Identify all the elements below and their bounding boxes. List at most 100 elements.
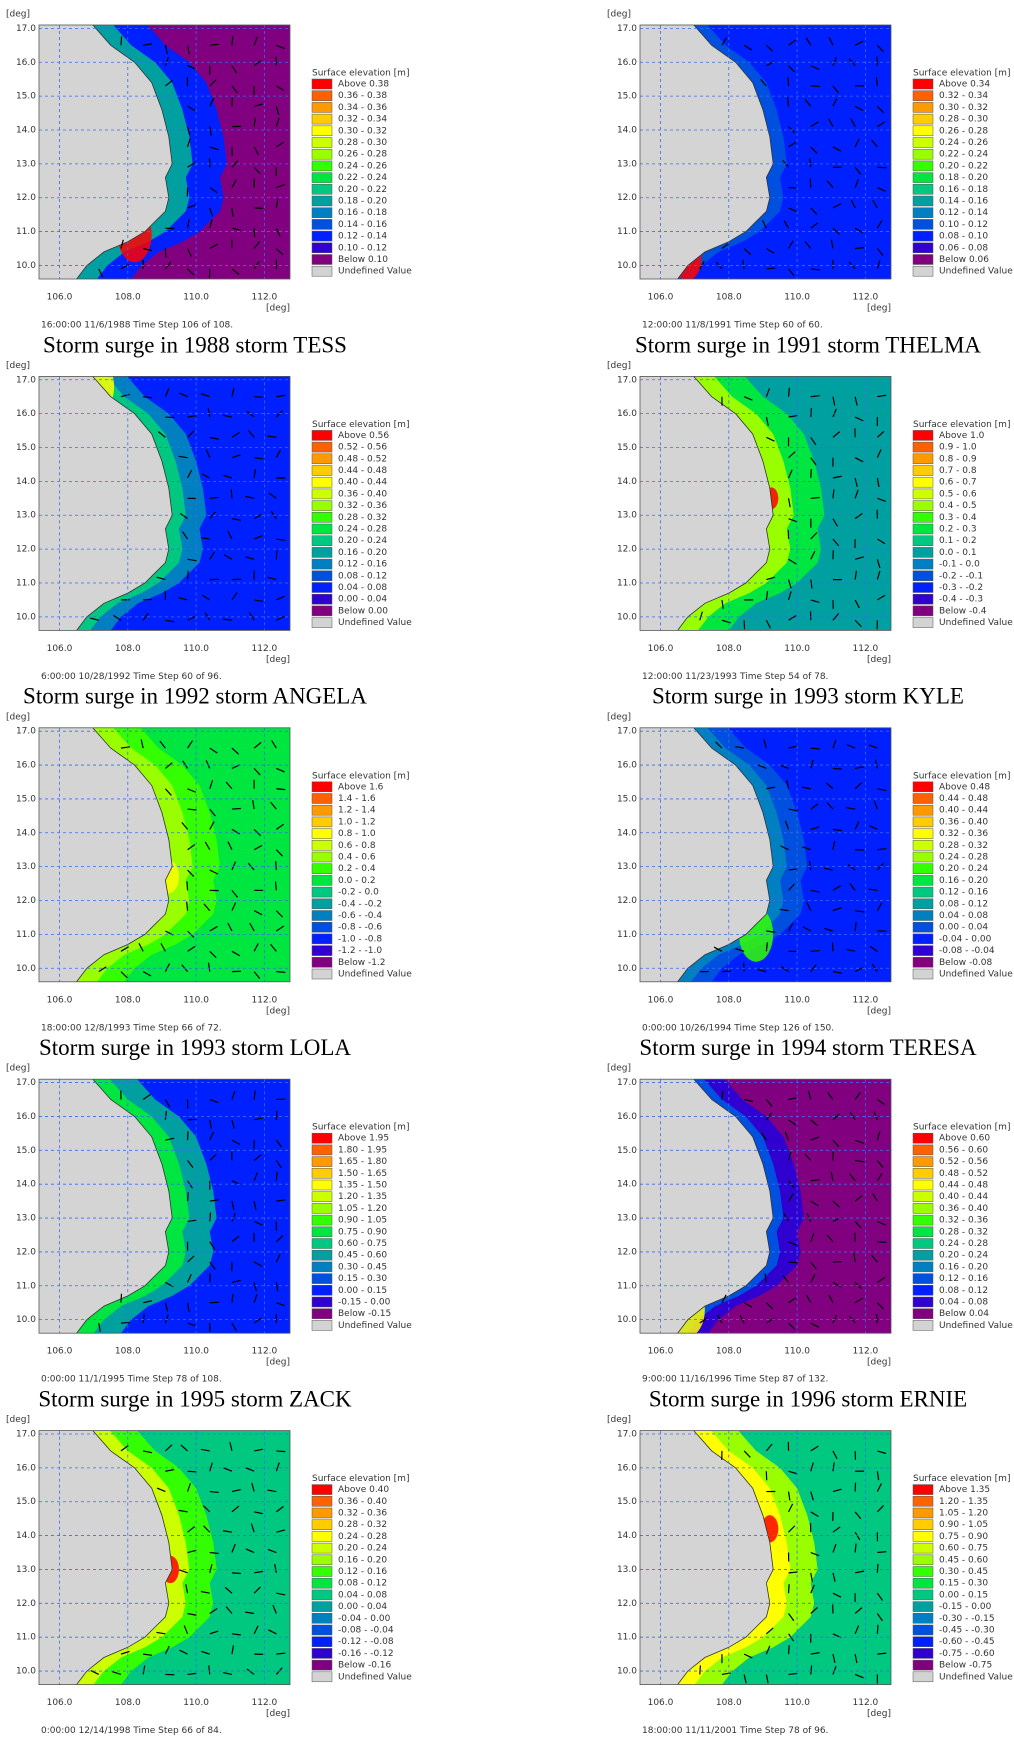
legend-label: 0.28 - 0.30 [338,138,387,148]
map-frame [38,1430,291,1685]
current-arrow [270,801,277,810]
current-arrow [788,922,794,932]
current-arrow [743,1674,747,1684]
current-arrow [832,408,837,418]
current-arrow [876,449,882,458]
current-arrow [231,889,239,898]
map-frame [38,1078,291,1334]
current-arrow [254,1448,264,1452]
current-arrow [186,138,191,148]
y-tick-label: 13.0 [16,159,36,169]
legend-label: 1.05 - 1.20 [338,1204,387,1214]
axis-unit: [deg] [266,1006,290,1016]
current-arrow [186,1302,190,1312]
legend-label: 0.75 - 0.90 [338,1227,387,1237]
timestamp: 6:00:00 10/28/1992 Time Step 60 of 96. [41,672,222,682]
current-arrow [830,239,834,249]
current-arrow [876,1592,884,1601]
legend-swatch [912,1484,934,1495]
current-arrow [854,1531,861,1541]
y-tick-label: 10.0 [617,1315,637,1325]
legend-label: Below -0.15 [338,1309,391,1319]
x-tick-label: 108.0 [716,995,742,1005]
current-arrow [143,1653,153,1656]
legend-label: 0.20 - 0.22 [338,185,387,195]
current-arrow [810,964,817,973]
current-arrow [743,1653,753,1659]
legend-label: 0.36 - 0.40 [338,1497,387,1507]
y-tick-label: 11.0 [617,227,637,237]
legend-swatch [311,1144,333,1156]
current-arrow [832,146,842,152]
legend-label: -0.2 - -0.1 [939,571,983,581]
current-arrow [143,598,153,601]
current-arrow [871,139,878,148]
legend-swatch [912,875,934,886]
current-arrow [209,187,218,194]
map-panel: 106.0 108.0 110.0 112.0 10.0 11.0 12.0 13.0 14.0… [6,1415,412,1736]
legend-label: -0.6 - -0.4 [338,911,382,921]
y-tick-label: 14.0 [16,125,36,135]
current-arrow [164,261,172,270]
current-arrow [164,1302,169,1312]
current-arrow [788,808,798,812]
legend-label: 0.34 - 0.36 [338,103,387,113]
legend-label: 0.00 - 0.04 [939,923,988,933]
current-arrow [854,396,858,406]
y-tick-label: 11.0 [617,578,637,588]
legend-swatch [912,535,934,546]
x-tick-label: 110.0 [784,1698,810,1708]
y-tick-label: 17.0 [617,1078,637,1088]
legend-swatch [912,265,934,277]
current-arrow [868,888,878,891]
current-arrow [209,97,215,107]
legend-swatch [912,863,934,874]
current-arrow [788,1193,794,1202]
legend-label: 0.00 - 0.15 [338,1286,387,1296]
current-arrow [209,43,219,46]
y-tick-label: 13.0 [617,511,637,521]
current-arrow [766,436,775,442]
legend-swatch [912,254,934,265]
current-arrow [276,85,285,92]
y-tick-label: 16.0 [16,58,36,68]
legend-swatch [912,1203,934,1214]
land [640,1079,774,1334]
current-arrow [854,1091,861,1100]
y-tick-label: 13.0 [16,862,36,872]
legend-label: 0.18 - 0.20 [939,173,988,183]
current-arrow [276,1450,286,1453]
current-arrow [209,780,214,789]
legend-title: Surface elevation [m] [913,69,1010,79]
current-arrow [872,199,878,209]
land [640,727,774,982]
legend-label: 0.90 - 1.05 [338,1216,387,1226]
y-tick-label: 14.0 [617,1180,637,1190]
current-arrow [187,788,197,793]
current-arrow [854,1139,864,1144]
legend-swatch [311,1648,333,1659]
legend-label: 0.00 - 0.15 [939,1590,988,1600]
legend-swatch [311,1519,333,1530]
current-arrow [832,431,841,438]
legend-swatch [912,1308,934,1319]
current-arrow [780,845,789,851]
legend-swatch [912,488,934,500]
y-tick-label: 14.0 [16,477,36,487]
legend-swatch [311,265,333,277]
current-arrow [810,1322,820,1328]
legend-label: 0.36 - 0.40 [939,1204,988,1214]
current-arrow [231,1119,235,1129]
current-arrow [203,903,211,912]
legend-label: 1.0 - 1.2 [338,817,376,827]
current-arrow [187,430,195,438]
legend-swatch [912,1296,934,1308]
current-arrow [207,408,211,418]
legend-swatch [912,605,934,617]
x-tick-label: 112.0 [853,293,879,303]
legend-swatch [912,1144,934,1156]
current-arrow [877,1220,886,1226]
current-arrow [832,1572,836,1582]
current-arrow [854,1625,860,1635]
legend-swatch [311,465,333,476]
